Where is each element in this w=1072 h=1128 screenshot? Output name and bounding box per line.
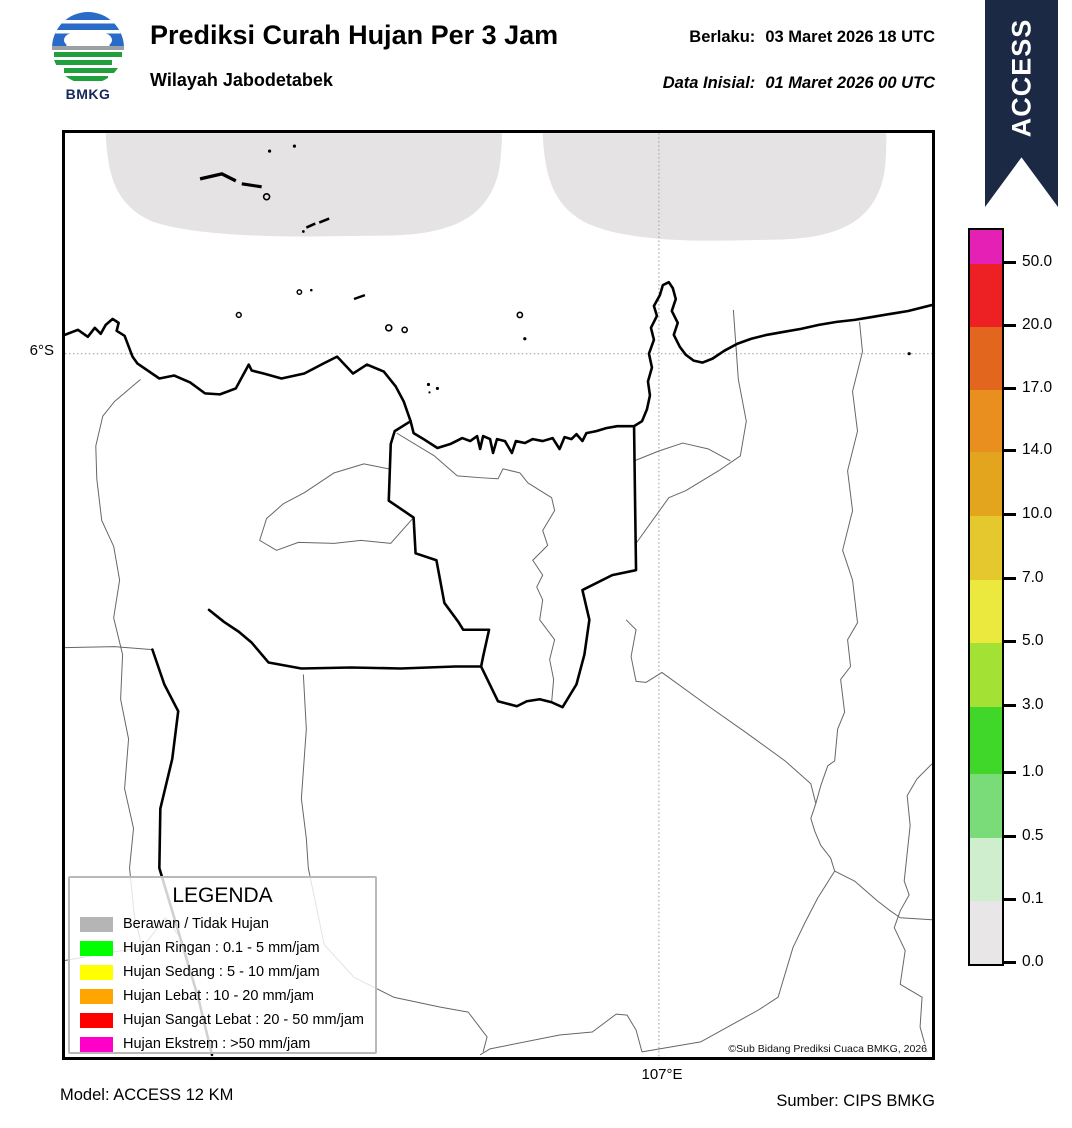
legend-row: Hujan Ekstrem : >50 mm/jam — [80, 1032, 365, 1056]
legend-label: Hujan Sedang : 5 - 10 mm/jam — [123, 964, 320, 980]
legend-row: Hujan Lebat : 10 - 20 mm/jam — [80, 984, 365, 1008]
init-time-line: Data Inisial: 01 Maret 2026 00 UTC — [435, 74, 935, 93]
access-ribbon-text: ACCESS — [1006, 18, 1036, 138]
legend-color-swatch — [80, 964, 113, 980]
colorbar-tick-mark — [1002, 387, 1016, 390]
colorbar-tick-label: 14.0 — [1022, 441, 1053, 458]
colorbar-tick-label: 17.0 — [1022, 379, 1053, 396]
rainfall-map: ©Sub Bidang Prediksi Cuaca BMKG, 2026 — [62, 130, 935, 1060]
colorbar-tick-label: 3.0 — [1022, 696, 1044, 713]
colorbar-tick-label: 1.0 — [1022, 763, 1044, 780]
legend-row: Hujan Sangat Lebat : 20 - 50 mm/jam — [80, 1008, 365, 1032]
coastline — [65, 280, 932, 455]
colorbar-segment — [970, 707, 1002, 774]
legend-label: Berawan / Tidak Hujan — [123, 916, 269, 932]
colorbar-tick-label: 50.0 — [1022, 253, 1053, 270]
map-canvas — [65, 133, 932, 1057]
bmkg-logo-icon — [52, 12, 124, 84]
legend-label: Hujan Lebat : 10 - 20 mm/jam — [123, 988, 315, 1004]
colorbar-tick-label: 5.0 — [1022, 632, 1044, 649]
colorbar-tick-label: 0.5 — [1022, 827, 1044, 844]
page-title: Prediksi Curah Hujan Per 3 Jam — [150, 20, 559, 50]
legend-color-swatch — [80, 1012, 113, 1028]
copyright-note: ©Sub Bidang Prediksi Cuaca BMKG, 2026 — [726, 1043, 929, 1055]
colorbar-tick-label: 10.0 — [1022, 505, 1053, 522]
colorbar-tick-mark — [1002, 704, 1016, 707]
admin-boundaries-thin — [65, 309, 932, 1056]
colorbar-tick-label: 20.0 — [1022, 316, 1053, 333]
colorbar-segment — [970, 580, 1002, 643]
graticule-gridlines — [65, 133, 932, 1057]
islands — [199, 144, 911, 394]
legend-title: LEGENDA — [172, 884, 273, 907]
latitude-label: 6°S — [29, 342, 54, 359]
legend-color-swatch — [80, 988, 113, 1004]
colorbar-tick-mark — [1002, 324, 1016, 327]
legend-row: Hujan Ringan : 0.1 - 5 mm/jam — [80, 936, 365, 960]
colorbar-segment — [970, 452, 1002, 516]
init-time-label: Data Inisial: — [662, 74, 756, 92]
legend-label: Hujan Ringan : 0.1 - 5 mm/jam — [123, 940, 320, 956]
colorbar-tick-mark — [1002, 898, 1016, 901]
colorbar-segment — [970, 516, 1002, 580]
access-model-ribbon: ACCESS — [985, 0, 1058, 207]
legend-color-swatch — [80, 940, 113, 956]
legend-box: LEGENDA Berawan / Tidak Hujan Hujan Ringa… — [68, 876, 377, 1054]
colorbar-tick-mark — [1002, 513, 1016, 516]
legend-label: Hujan Ekstrem : >50 mm/jam — [123, 1036, 311, 1052]
colorbar-segment — [970, 264, 1002, 327]
page-subtitle: Wilayah Jabodetabek — [150, 70, 333, 90]
valid-time-label: Berlaku: — [689, 28, 756, 46]
valid-time-line: Berlaku: 03 Maret 2026 18 UTC — [435, 28, 935, 47]
bmkg-logo-label: BMKG — [65, 86, 111, 102]
model-info: Model: ACCESS 12 KM — [60, 1086, 234, 1104]
colorbar-tick-label: 0.0 — [1022, 953, 1044, 970]
colorbar-tick-mark — [1002, 577, 1016, 580]
colorbar-segment — [970, 230, 1002, 264]
init-time-value: 01 Maret 2026 00 UTC — [765, 74, 935, 92]
colorbar-tick-mark — [1002, 640, 1016, 643]
colorbar-tick-label: 7.0 — [1022, 569, 1044, 586]
colorbar-tick-mark — [1002, 261, 1016, 264]
colorbar-tick-mark — [1002, 449, 1016, 452]
valid-time-value: 03 Maret 2026 18 UTC — [765, 28, 935, 46]
legend-color-swatch — [80, 916, 113, 932]
colorbar-segment — [970, 901, 1002, 964]
source-info: Sumber: CIPS BMKG — [776, 1092, 935, 1110]
cloud-no-rain-regions — [105, 133, 887, 241]
legend-items: Berawan / Tidak Hujan Hujan Ringan : 0.1 … — [80, 912, 365, 1056]
colorbar-tick-mark — [1002, 771, 1016, 774]
colorbar-tick-label: 0.1 — [1022, 890, 1044, 907]
legend-row: Hujan Sedang : 5 - 10 mm/jam — [80, 960, 365, 984]
colorbar-segment — [970, 390, 1002, 452]
legend-label: Hujan Sangat Lebat : 20 - 50 mm/jam — [123, 1012, 364, 1028]
colorbar-segment — [970, 838, 1002, 901]
legend-color-swatch — [80, 1036, 113, 1052]
longitude-label: 107°E — [641, 1066, 683, 1083]
colorbar-segment — [970, 327, 1002, 390]
colorbar-tick-mark — [1002, 961, 1016, 964]
colorbar-segment — [970, 643, 1002, 707]
legend-row: Berawan / Tidak Hujan — [80, 912, 365, 936]
colorbar-segment — [970, 774, 1002, 838]
colorbar — [968, 228, 1004, 966]
colorbar-tick-mark — [1002, 835, 1016, 838]
